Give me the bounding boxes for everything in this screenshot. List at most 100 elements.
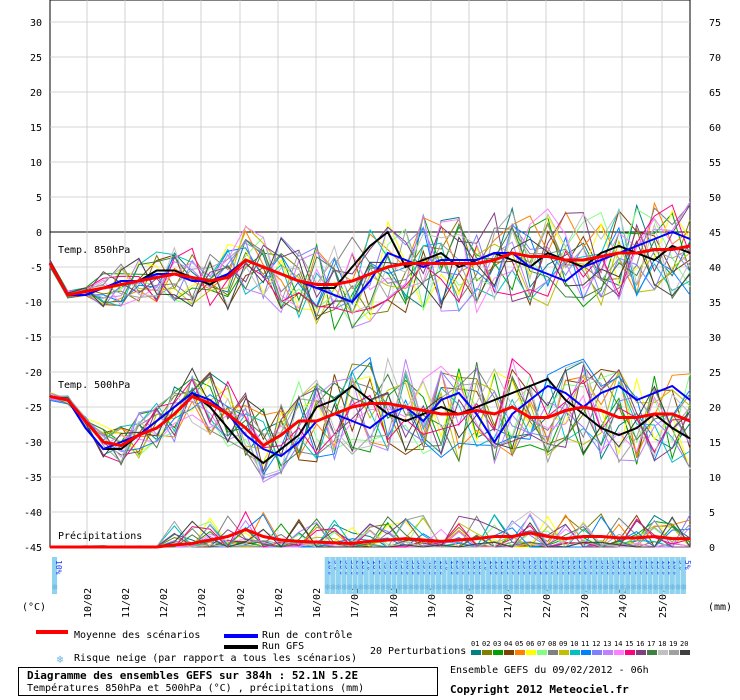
snowflake-icon: ❄ — [597, 583, 603, 593]
snow-risk-bar — [580, 557, 586, 594]
snowflake-icon: ❄ — [336, 583, 342, 593]
data-point — [582, 535, 585, 538]
data-point — [422, 413, 425, 415]
left-tick-label: 25 — [30, 53, 42, 64]
data-point — [689, 420, 691, 422]
right-tick-label: 25 — [709, 368, 721, 379]
snowflake-icon: ❄ — [531, 583, 537, 593]
data-point — [511, 535, 514, 538]
perturbation-number: 06 — [526, 640, 534, 648]
data-point — [351, 542, 354, 545]
left-tick-label: -40 — [24, 508, 42, 519]
snowflake-icon: ❄ — [369, 583, 375, 593]
data-point — [262, 462, 265, 464]
snow-risk-bar — [474, 557, 481, 594]
data-point — [564, 280, 567, 282]
legend-control-label: Run de contrôle — [262, 630, 353, 641]
perturbation-number: 18 — [658, 640, 666, 648]
perturbation-number: 14 — [614, 640, 622, 648]
data-point — [226, 413, 229, 415]
data-point — [564, 392, 567, 394]
data-point — [66, 399, 69, 401]
perturbation-swatch — [647, 650, 657, 655]
snowflake-icon: ❄ — [631, 583, 637, 593]
data-point — [120, 444, 122, 447]
snow-risk-bar — [647, 557, 653, 594]
snowflake-icon: ❄ — [497, 583, 503, 593]
snowflake-icon: ❄ — [570, 583, 576, 593]
snow-risk-bar — [597, 557, 603, 594]
data-point — [493, 535, 496, 538]
data-point — [173, 413, 176, 415]
left-tick-label: 0 — [36, 228, 42, 239]
data-point — [262, 448, 265, 450]
data-point — [280, 539, 282, 541]
perturbation-number: 10 — [570, 640, 578, 648]
data-point — [493, 441, 496, 443]
data-point — [564, 409, 567, 412]
data-point — [653, 392, 656, 394]
x-tick-label: 20/02 — [465, 588, 476, 618]
data-point — [386, 266, 389, 268]
data-point — [226, 427, 229, 429]
data-point — [458, 262, 460, 265]
snow-risk-bar — [575, 557, 581, 594]
perturbation-line — [49, 368, 691, 462]
snow-risk-bar — [675, 557, 681, 594]
data-point — [369, 280, 371, 282]
perturbation-number: 17 — [647, 640, 655, 648]
data-point — [209, 283, 211, 286]
chart-subtitle: Températures 850hPa et 500hPa (°C) , pré… — [27, 683, 365, 694]
data-point — [369, 402, 371, 405]
data-point — [315, 287, 318, 289]
data-point — [458, 539, 460, 541]
right-tick-label: 60 — [709, 123, 721, 134]
data-point — [618, 245, 620, 247]
snowflake-icon: ❄ — [419, 583, 425, 593]
snowflake-icon: ❄ — [642, 583, 648, 593]
data-point — [333, 413, 336, 415]
data-point — [138, 434, 140, 436]
data-point — [600, 535, 602, 538]
perturbation-number: 09 — [559, 640, 567, 648]
data-point — [84, 290, 87, 293]
perturbation-line — [49, 236, 691, 321]
perturbation-number: 05 — [515, 640, 523, 648]
data-point — [244, 427, 247, 429]
perturbation-line — [49, 208, 691, 314]
perturbation-line — [49, 210, 691, 305]
snowflake-icon: ❄ — [364, 583, 370, 593]
left-tick-label: 30 — [30, 18, 42, 29]
snowflake-icon: ❄ — [620, 583, 626, 593]
data-point — [458, 266, 460, 268]
ensemble-run-info: Ensemble GEFS du 09/02/2012 - 06h — [450, 665, 649, 676]
data-point — [546, 252, 549, 254]
left-tick-label: -10 — [24, 298, 42, 309]
snowflake-icon: ❄ — [375, 583, 381, 593]
data-point — [386, 402, 389, 405]
data-point — [191, 542, 194, 545]
data-point — [386, 413, 389, 415]
data-point — [564, 399, 567, 401]
data-point — [102, 441, 105, 443]
snowflake-icon: ❄ — [403, 583, 409, 593]
data-point — [138, 546, 140, 548]
data-point — [529, 399, 531, 401]
data-point — [333, 399, 336, 401]
data-point — [280, 273, 282, 275]
data-point — [404, 262, 407, 265]
perturbation-number: 15 — [625, 640, 633, 648]
snowflake-icon: ❄ — [603, 583, 609, 593]
snow-risk-bar — [525, 557, 531, 594]
data-point — [386, 252, 389, 254]
perturbation-line — [49, 368, 691, 464]
left-tick-label: -45 — [24, 543, 42, 554]
snow-risk-bar — [658, 557, 664, 594]
snow-risk-bar — [519, 557, 525, 594]
data-point — [49, 395, 51, 398]
data-point — [280, 448, 282, 450]
data-point — [404, 259, 407, 261]
data-point — [635, 537, 638, 539]
snowflake-icon: ❄ — [508, 583, 514, 593]
